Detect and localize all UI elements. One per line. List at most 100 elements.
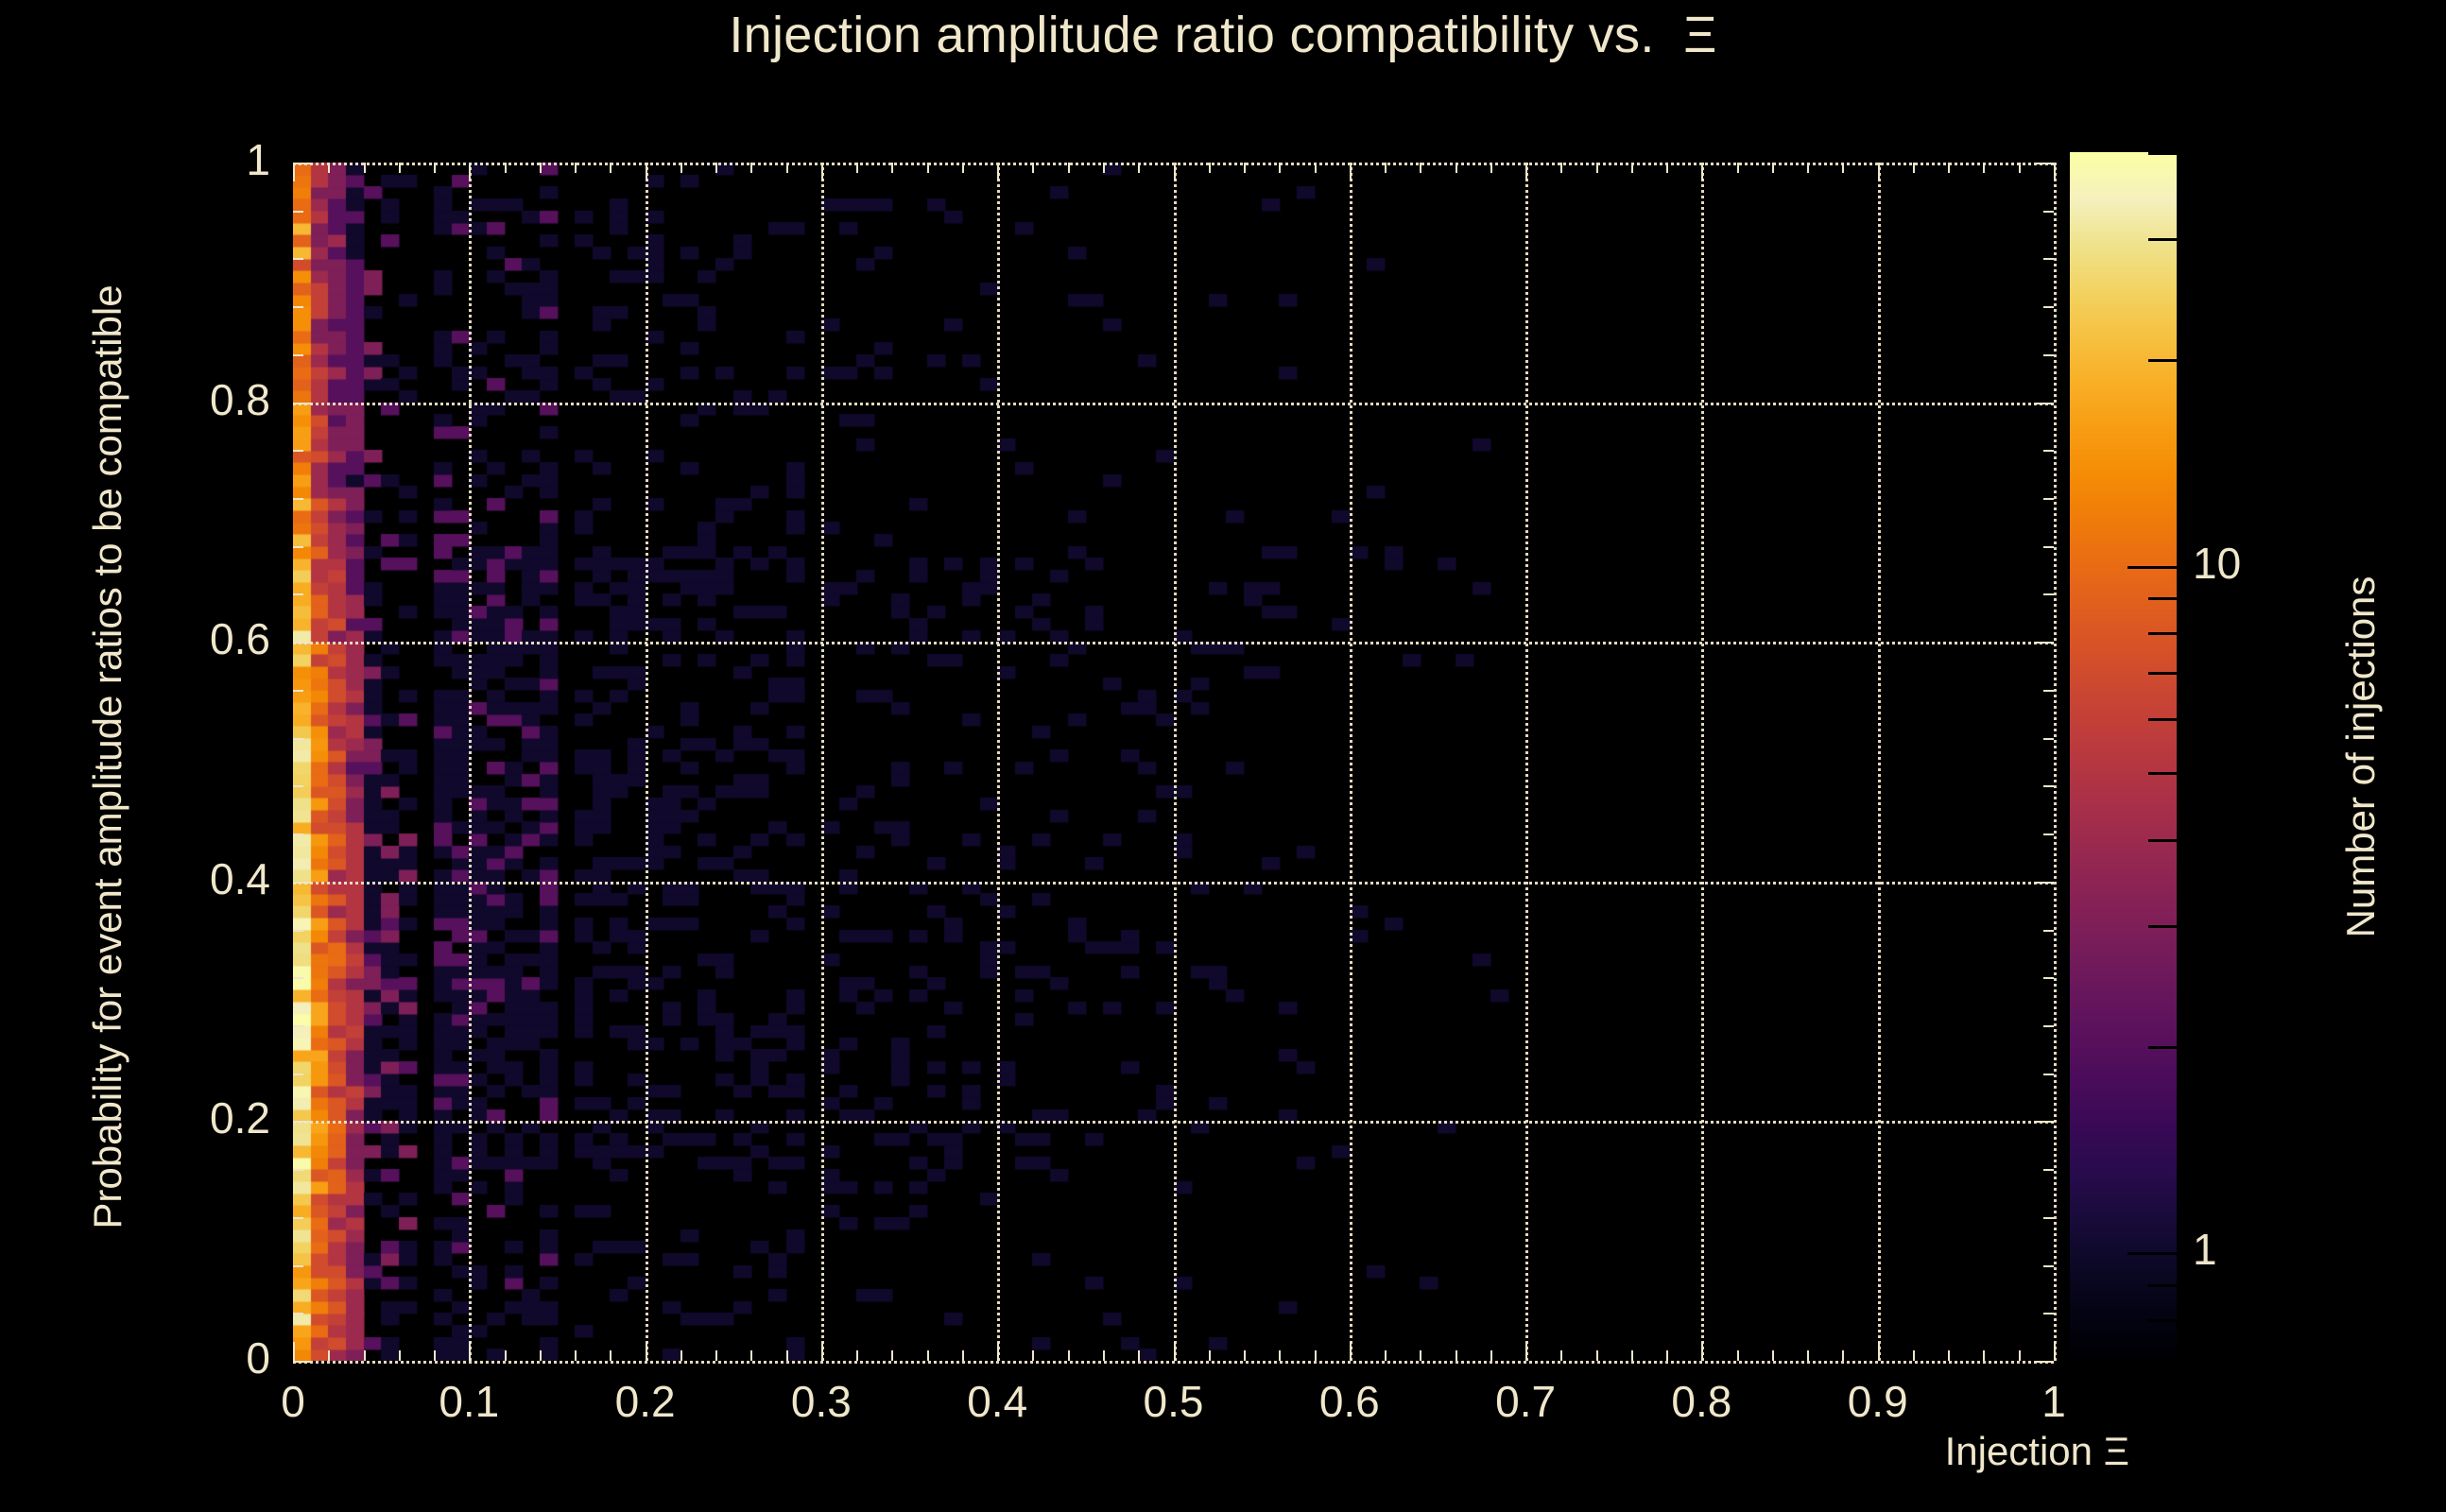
x-tick-minor-top bbox=[1666, 163, 1669, 173]
x-tick-minor-top bbox=[1314, 163, 1317, 173]
colorbar-tick-minor bbox=[2148, 238, 2177, 241]
colorbar-tick-minor bbox=[2148, 632, 2177, 635]
x-tick-minor bbox=[328, 1350, 331, 1361]
y-tick-minor-right bbox=[2043, 306, 2054, 309]
x-tick-minor bbox=[1912, 1350, 1915, 1361]
y-tick-minor-right bbox=[2043, 785, 2054, 788]
colorbar-gradient bbox=[2070, 152, 2177, 1359]
y-tick-minor-right bbox=[2043, 1024, 2054, 1027]
x-tick-minor-top bbox=[856, 163, 859, 173]
x-tick-minor-top bbox=[539, 163, 542, 173]
x-tick-major-top bbox=[645, 163, 647, 181]
colorbar-tick-minor bbox=[2148, 772, 2177, 775]
x-tick-minor-top bbox=[1630, 163, 1633, 173]
x-tick-major-top bbox=[293, 163, 295, 181]
x-tick-minor-top bbox=[1102, 163, 1105, 173]
y-tick-major-right bbox=[2035, 881, 2054, 884]
y-tick-minor-right bbox=[2043, 593, 2054, 596]
x-axis-title: Injection Ξ bbox=[1944, 1429, 2129, 1473]
y-tick-minor bbox=[293, 258, 303, 261]
x-tick-minor bbox=[1067, 1350, 1070, 1361]
x-tick-minor-top bbox=[328, 163, 331, 173]
y-tick-minor bbox=[293, 737, 303, 740]
colorbar-tick-label: 1 bbox=[2193, 1225, 2217, 1275]
x-tick-minor bbox=[1948, 1350, 1951, 1361]
x-tick-label: 0.3 bbox=[790, 1377, 852, 1426]
x-tick-minor bbox=[1244, 1350, 1247, 1361]
y-tick-minor bbox=[293, 689, 303, 692]
x-tick-minor-top bbox=[1208, 163, 1211, 173]
x-tick-label: 0.2 bbox=[614, 1377, 676, 1426]
y-tick-label: 0 bbox=[246, 1333, 270, 1383]
x-tick-minor bbox=[1736, 1350, 1739, 1361]
x-tick-minor bbox=[398, 1350, 401, 1361]
y-tick-minor-right bbox=[2043, 977, 2054, 980]
x-tick-label: 0.6 bbox=[1318, 1377, 1380, 1426]
y-tick-minor bbox=[293, 498, 303, 501]
x-tick-label: 0.1 bbox=[439, 1377, 500, 1426]
x-tick-minor bbox=[1208, 1350, 1211, 1361]
y-tick-minor-right bbox=[2043, 1264, 2054, 1267]
y-tick-minor bbox=[293, 545, 303, 548]
colorbar-tick-minor bbox=[2148, 359, 2177, 362]
x-tick-minor-top bbox=[1595, 163, 1598, 173]
x-tick-minor bbox=[1279, 1350, 1282, 1361]
x-tick-minor-top bbox=[1807, 163, 1810, 173]
x-tick-major bbox=[1877, 1342, 1880, 1361]
y-tick-major bbox=[293, 163, 312, 164]
x-tick-minor bbox=[1385, 1350, 1387, 1361]
x-tick-label: 0.4 bbox=[967, 1377, 1028, 1426]
y-tick-label: 0.8 bbox=[210, 374, 270, 424]
y-tick-label: 1 bbox=[246, 135, 270, 184]
x-tick-minor-top bbox=[1455, 163, 1457, 173]
x-tick-minor-top bbox=[961, 163, 964, 173]
x-tick-major bbox=[1349, 1342, 1352, 1361]
colorbar-tick-major bbox=[2127, 1252, 2177, 1255]
x-tick-minor-top bbox=[575, 163, 577, 173]
x-tick-major bbox=[997, 1342, 1000, 1361]
x-tick-minor bbox=[1807, 1350, 1810, 1361]
y-tick-minor-right bbox=[2043, 1216, 2054, 1219]
x-tick-major bbox=[469, 1342, 472, 1361]
y-tick-minor-right bbox=[2043, 210, 2054, 213]
x-tick-label: 0.8 bbox=[1671, 1377, 1732, 1426]
x-tick-minor-top bbox=[891, 163, 894, 173]
y-tick-minor-right bbox=[2043, 258, 2054, 261]
colorbar-tick-minor bbox=[2148, 672, 2177, 675]
grid-line-horizontal bbox=[293, 1361, 2054, 1364]
colorbar-tick-minor bbox=[2148, 1319, 2177, 1322]
heatmap-canvas bbox=[293, 163, 2054, 1361]
x-tick-minor bbox=[363, 1350, 366, 1361]
y-tick-minor bbox=[293, 1264, 303, 1267]
y-tick-major bbox=[293, 1361, 312, 1363]
y-tick-minor bbox=[293, 353, 303, 356]
y-tick-major-right bbox=[2035, 402, 2054, 404]
y-tick-minor bbox=[293, 785, 303, 788]
y-tick-minor bbox=[293, 1169, 303, 1172]
x-tick-minor bbox=[715, 1350, 718, 1361]
x-tick-label: 0 bbox=[281, 1377, 305, 1426]
x-tick-major-top bbox=[1701, 163, 1704, 181]
x-tick-minor bbox=[1032, 1350, 1035, 1361]
x-tick-minor-top bbox=[434, 163, 437, 173]
x-tick-minor bbox=[680, 1350, 682, 1361]
x-tick-minor-top bbox=[750, 163, 753, 173]
x-tick-minor bbox=[856, 1350, 859, 1361]
x-tick-minor bbox=[961, 1350, 964, 1361]
x-tick-minor-top bbox=[398, 163, 401, 173]
x-tick-minor bbox=[1771, 1350, 1774, 1361]
x-tick-major-top bbox=[1349, 163, 1352, 181]
x-tick-minor bbox=[1595, 1350, 1598, 1361]
x-tick-minor bbox=[785, 1350, 788, 1361]
x-tick-minor bbox=[539, 1350, 542, 1361]
x-tick-minor-top bbox=[1736, 163, 1739, 173]
x-tick-label: 1 bbox=[2041, 1377, 2066, 1426]
y-tick-minor bbox=[293, 1216, 303, 1219]
y-tick-minor bbox=[293, 450, 303, 453]
y-tick-major-right bbox=[2035, 642, 2054, 644]
y-tick-major bbox=[293, 402, 312, 404]
x-tick-minor-top bbox=[715, 163, 718, 173]
x-tick-major bbox=[1173, 1342, 1176, 1361]
x-tick-major-top bbox=[469, 163, 472, 181]
x-tick-minor bbox=[1490, 1350, 1492, 1361]
